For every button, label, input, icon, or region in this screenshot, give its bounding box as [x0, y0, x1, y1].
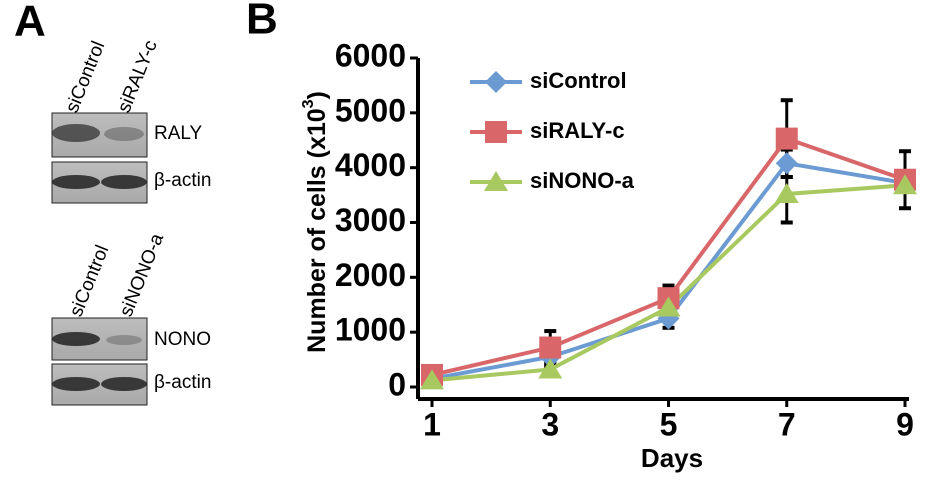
band: [52, 377, 100, 391]
lane-label: siNONO-a: [116, 230, 168, 320]
marker: [484, 171, 508, 191]
y-tick-label: 0: [388, 366, 406, 402]
series-line: [431, 136, 906, 377]
marker: [538, 358, 563, 379]
marker: [775, 127, 798, 150]
marker: [775, 152, 798, 175]
band: [52, 124, 100, 142]
blot-label: β-actin: [154, 372, 211, 393]
marker: [539, 336, 562, 359]
y-tick-label: 4000: [335, 147, 406, 183]
marker: [656, 296, 681, 317]
panel-label: A: [14, 0, 46, 46]
y-tick-label: 1000: [335, 312, 406, 348]
y-tick-label: 6000: [335, 37, 406, 73]
band: [101, 377, 147, 391]
band: [104, 127, 144, 141]
y-tick-label: 2000: [335, 257, 406, 293]
x-tick-label: 7: [778, 406, 796, 442]
y-axis-label-sup: 3: [300, 99, 317, 108]
y-tick-label: 3000: [335, 202, 406, 238]
x-tick-label: 9: [896, 406, 914, 442]
legend-label: siControl: [530, 68, 627, 93]
x-axis-label: Days: [641, 443, 703, 473]
blot-label: RALY: [154, 123, 203, 144]
y-axis-label-part: ): [303, 91, 331, 99]
x-tick-label: 1: [423, 406, 441, 442]
blot-label: NONO: [154, 329, 211, 350]
x-tick-label: 3: [541, 406, 559, 442]
y-tick-label: 5000: [335, 92, 406, 128]
legend-label: siNONO-a: [530, 168, 635, 193]
marker: [485, 121, 507, 143]
band: [106, 335, 142, 345]
marker: [485, 71, 507, 93]
legend-label: siRALY-c: [530, 118, 625, 143]
panel-label: B: [246, 0, 278, 44]
marker: [420, 369, 444, 390]
lane-label: siControl: [62, 38, 110, 115]
marker: [774, 182, 799, 203]
blot-label: β-actin: [154, 170, 211, 191]
band: [52, 332, 100, 346]
series-line: [431, 161, 906, 381]
series-line: [431, 183, 906, 383]
band: [101, 175, 147, 189]
marker: [893, 174, 917, 195]
lane-label: siControl: [66, 242, 114, 319]
y-axis-label-part: Number of cells (x10: [303, 108, 331, 353]
x-tick-label: 5: [660, 406, 678, 442]
lane-label: siRALY-c: [114, 37, 162, 115]
band: [52, 175, 100, 189]
y-axis-label: Number of cells (x103): [300, 91, 330, 353]
